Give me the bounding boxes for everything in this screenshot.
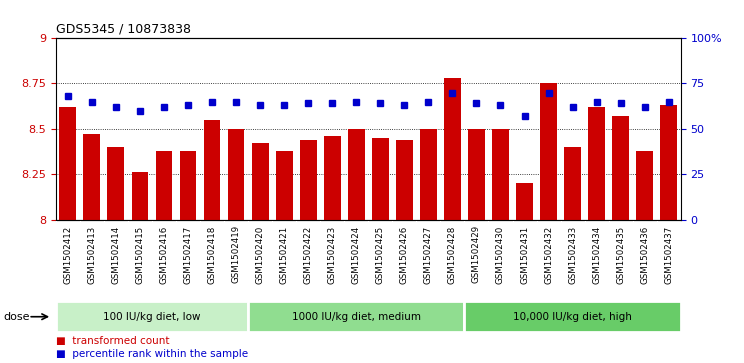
Text: GSM1502435: GSM1502435	[616, 225, 625, 284]
Text: 10,000 IU/kg diet, high: 10,000 IU/kg diet, high	[513, 312, 632, 322]
Bar	[636, 151, 653, 220]
Text: GSM1502433: GSM1502433	[568, 225, 577, 284]
Text: GSM1502430: GSM1502430	[496, 225, 505, 284]
Bar	[60, 107, 76, 220]
Text: GSM1502434: GSM1502434	[592, 225, 601, 284]
Text: GSM1502425: GSM1502425	[376, 225, 385, 284]
Text: GSM1502420: GSM1502420	[256, 225, 265, 284]
Text: GDS5345 / 10873838: GDS5345 / 10873838	[56, 23, 190, 36]
Bar	[348, 129, 365, 220]
Text: 1000 IU/kg diet, medium: 1000 IU/kg diet, medium	[292, 312, 421, 322]
Bar	[83, 134, 100, 220]
Bar	[132, 172, 148, 220]
Text: GSM1502424: GSM1502424	[352, 225, 361, 284]
Text: GSM1502436: GSM1502436	[640, 225, 650, 284]
Text: GSM1502426: GSM1502426	[400, 225, 409, 284]
Bar	[540, 83, 557, 220]
Text: GSM1502431: GSM1502431	[520, 225, 529, 284]
Bar	[661, 105, 677, 220]
Text: GSM1502414: GSM1502414	[112, 225, 121, 284]
FancyBboxPatch shape	[464, 301, 681, 332]
Bar	[372, 138, 388, 220]
Bar	[420, 129, 437, 220]
Bar	[251, 143, 269, 220]
Text: ■  transformed count: ■ transformed count	[56, 335, 170, 346]
Bar	[155, 151, 173, 220]
Bar	[516, 183, 533, 220]
Bar	[396, 140, 413, 220]
Text: GSM1502427: GSM1502427	[424, 225, 433, 284]
Text: GSM1502419: GSM1502419	[231, 225, 240, 284]
Bar	[589, 107, 605, 220]
Text: GSM1502422: GSM1502422	[304, 225, 312, 284]
Bar	[300, 140, 317, 220]
Bar	[228, 129, 245, 220]
Text: GSM1502432: GSM1502432	[544, 225, 553, 284]
Text: 100 IU/kg diet, low: 100 IU/kg diet, low	[103, 312, 201, 322]
Bar	[276, 151, 292, 220]
Bar	[492, 129, 509, 220]
Bar	[107, 147, 124, 220]
Bar	[468, 129, 485, 220]
Text: GSM1502413: GSM1502413	[87, 225, 97, 284]
Bar	[564, 147, 581, 220]
Bar	[444, 78, 461, 220]
Text: GSM1502417: GSM1502417	[184, 225, 193, 284]
Text: GSM1502428: GSM1502428	[448, 225, 457, 284]
Text: GSM1502437: GSM1502437	[664, 225, 673, 284]
Text: GSM1502423: GSM1502423	[327, 225, 337, 284]
Text: GSM1502416: GSM1502416	[159, 225, 168, 284]
Bar	[324, 136, 341, 220]
Text: GSM1502421: GSM1502421	[280, 225, 289, 284]
FancyBboxPatch shape	[248, 301, 464, 332]
Text: GSM1502418: GSM1502418	[208, 225, 217, 284]
Bar	[179, 151, 196, 220]
Text: GSM1502412: GSM1502412	[63, 225, 72, 284]
Text: GSM1502415: GSM1502415	[135, 225, 144, 284]
Text: GSM1502429: GSM1502429	[472, 225, 481, 284]
Text: dose: dose	[4, 312, 31, 322]
Bar	[204, 120, 220, 220]
Bar	[612, 116, 629, 220]
Text: ■  percentile rank within the sample: ■ percentile rank within the sample	[56, 349, 248, 359]
FancyBboxPatch shape	[56, 301, 248, 332]
